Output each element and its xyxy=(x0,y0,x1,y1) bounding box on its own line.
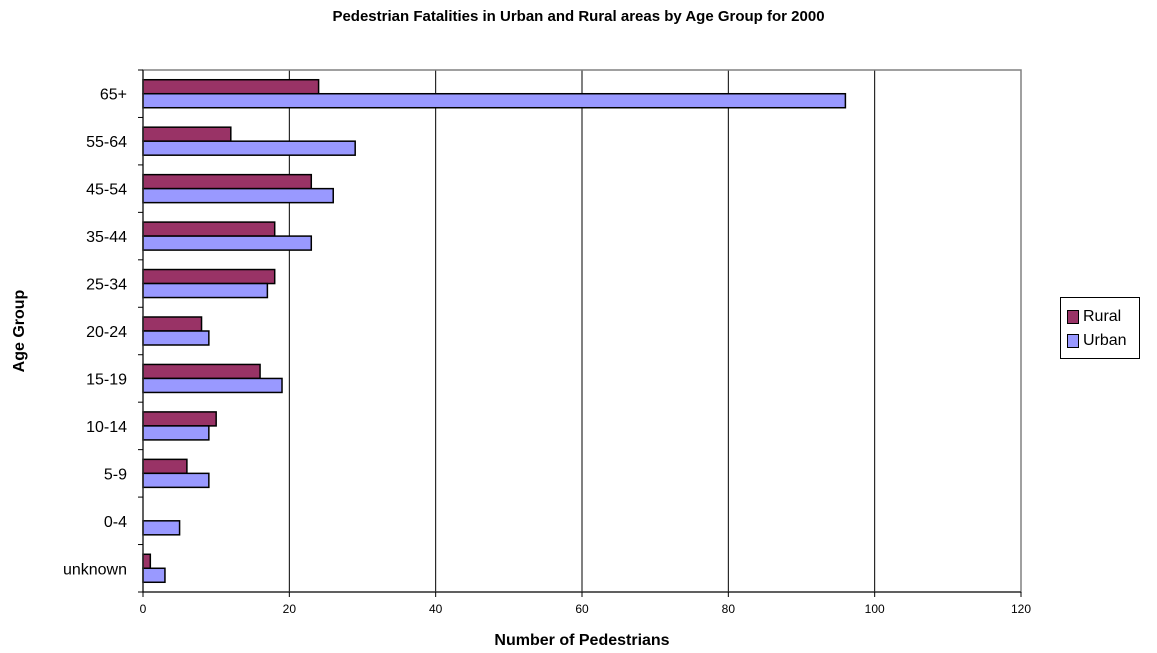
bar-urban-55-64 xyxy=(142,140,356,156)
bar-rural-65+ xyxy=(142,78,320,95)
bar-rural-10-14 xyxy=(142,411,217,427)
legend-item-urban: Urban xyxy=(1067,330,1127,352)
bar-urban-20-24 xyxy=(142,330,210,346)
bar-urban-25-34 xyxy=(142,282,269,299)
bar-urban-35-44 xyxy=(142,235,313,251)
bar-rural-55-64 xyxy=(142,126,232,142)
bar-rural-25-34 xyxy=(142,268,276,285)
bar-urban-10-14 xyxy=(142,425,210,441)
x-tick-label: 60 xyxy=(575,602,589,616)
category-label: 45-54 xyxy=(86,182,127,199)
x-tick-label: 0 xyxy=(140,602,147,616)
legend-label-rural: Rural xyxy=(1083,308,1122,325)
x-axis-title: Number of Pedestrians xyxy=(494,632,669,649)
category-label: 20-24 xyxy=(86,324,127,341)
legend-swatch-rural xyxy=(1067,310,1079,324)
x-tick-label: 20 xyxy=(283,602,297,616)
y-axis-title: Age Group xyxy=(11,289,28,372)
category-label: 15-19 xyxy=(86,371,127,388)
category-label: 65+ xyxy=(100,87,127,104)
bar-rural-unknown xyxy=(142,553,152,570)
category-label: 0-4 xyxy=(104,514,127,531)
bar-rural-35-44 xyxy=(142,221,276,237)
x-tick-label: 120 xyxy=(1011,602,1031,616)
x-tick-label: 40 xyxy=(429,602,443,616)
category-label: 35-44 xyxy=(86,229,127,246)
category-label: unknown xyxy=(63,561,127,578)
bar-urban-unknown xyxy=(142,567,166,584)
category-label: 10-14 xyxy=(86,419,127,436)
bar-urban-0-4 xyxy=(142,520,181,536)
bar-urban-5-9 xyxy=(142,472,210,489)
category-label: 55-64 xyxy=(86,134,127,151)
bar-rural-5-9 xyxy=(142,458,188,475)
x-tick-label: 80 xyxy=(722,602,736,616)
bar-urban-15-19 xyxy=(142,377,283,394)
legend-swatch-urban xyxy=(1067,334,1079,348)
bar-urban-65+ xyxy=(142,92,847,109)
bars xyxy=(142,78,847,584)
legend: Rural Urban xyxy=(1060,297,1140,359)
labels: 0 20 40 60 80 100 120 65+ 55-64 45-54 35-44 25-34 20… xyxy=(11,87,1031,649)
chart-title: Pedestrian Fatalities in Urban and Rural… xyxy=(332,8,825,25)
bar-urban-45-54 xyxy=(142,187,334,204)
gridlines xyxy=(288,70,876,592)
bar-rural-20-24 xyxy=(142,316,203,332)
legend-label-urban: Urban xyxy=(1083,332,1127,349)
x-tick-label: 100 xyxy=(865,602,885,616)
legend-item-rural: Rural xyxy=(1067,306,1121,328)
category-label: 5-9 xyxy=(104,466,127,483)
bar-rural-45-54 xyxy=(142,173,313,190)
category-label: 25-34 xyxy=(86,277,127,294)
bar-rural-15-19 xyxy=(142,363,261,380)
axes xyxy=(138,69,1022,597)
